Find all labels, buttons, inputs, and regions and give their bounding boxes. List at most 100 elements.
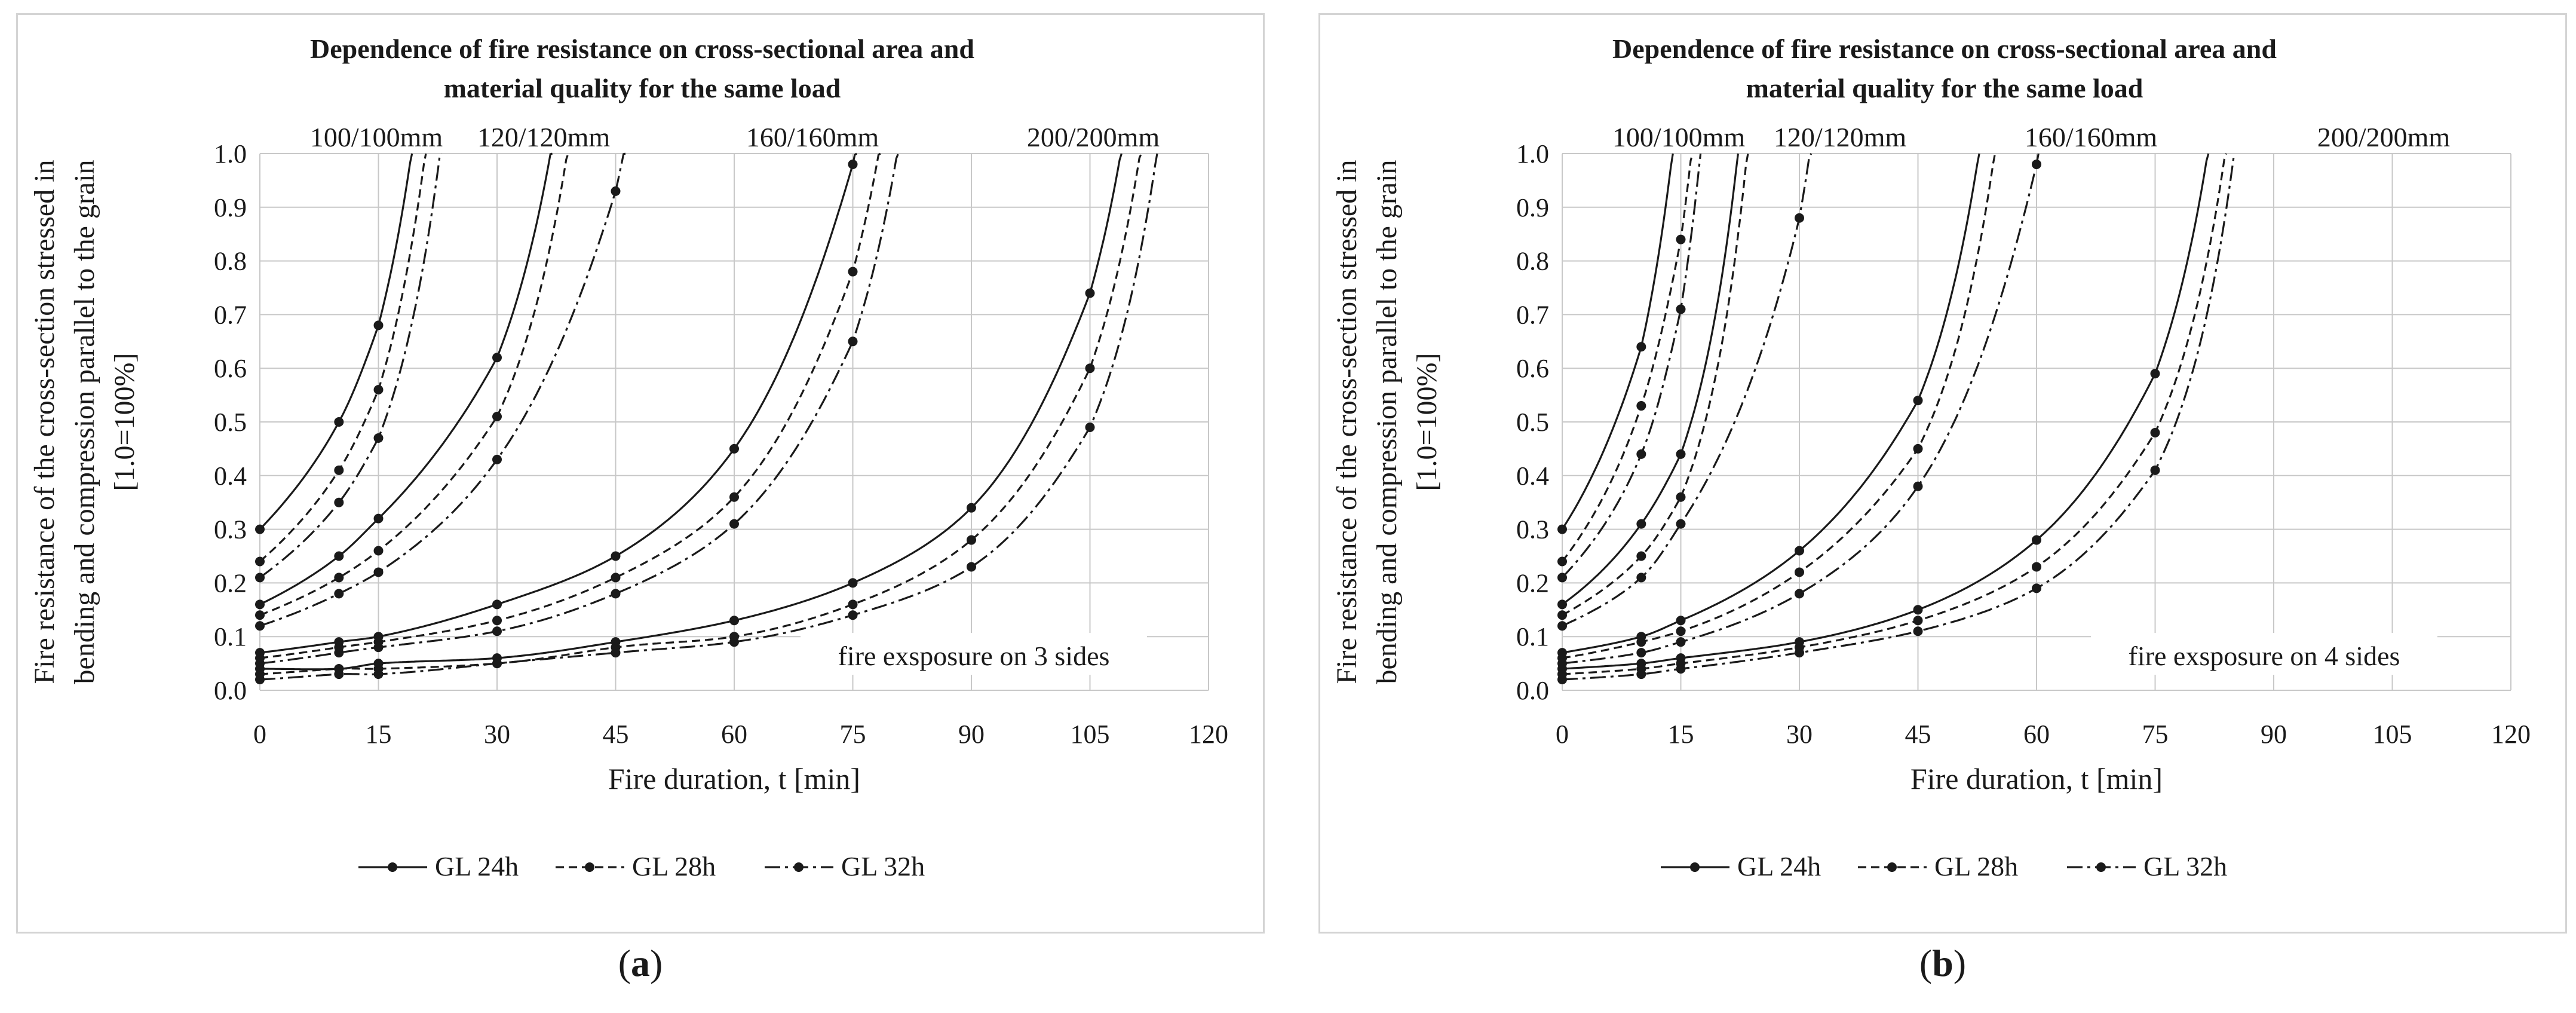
series-line-gl-32h-200-200mm bbox=[259, 153, 1158, 681]
chart-title-line-2: material quality for the same load bbox=[1746, 73, 2143, 103]
annotation-text: fire exsposure on 4 sides bbox=[2129, 641, 2400, 671]
series-line-gl-28h-200-200mm bbox=[259, 153, 1142, 675]
data-point bbox=[1795, 589, 1804, 599]
series-line-gl-28h-120-120mm bbox=[259, 153, 569, 616]
x-tick-label: 15 bbox=[366, 720, 392, 749]
y-tick-label: 0.9 bbox=[214, 193, 247, 222]
data-point bbox=[848, 599, 858, 610]
series-line-gl-28h-160-160mm bbox=[259, 152, 881, 659]
y-axis-label-line-1: Fire resistance of the cross-section str… bbox=[29, 160, 60, 684]
x-axis-label: Fire duration, t [min] bbox=[608, 762, 860, 795]
y-axis-label-line-2: bending and compression parallel to the … bbox=[1371, 160, 1403, 684]
series-line-gl-28h-120-120mm bbox=[1562, 153, 1749, 616]
data-point bbox=[334, 465, 344, 475]
y-tick-label: 0.5 bbox=[214, 408, 247, 437]
data-point bbox=[1557, 573, 1567, 583]
y-tick-label: 0.3 bbox=[1516, 515, 1549, 544]
data-point bbox=[2150, 465, 2160, 475]
data-point bbox=[492, 659, 502, 669]
section-label-160-160mm: 160/160mm bbox=[746, 122, 879, 152]
data-point bbox=[611, 551, 621, 561]
data-point bbox=[334, 417, 344, 427]
y-axis-label-line-1: Fire resistance of the cross-section str… bbox=[1331, 160, 1363, 684]
panel-label-b: (b) bbox=[1919, 942, 1967, 984]
data-point bbox=[373, 642, 384, 653]
data-point bbox=[373, 513, 384, 524]
data-point bbox=[255, 621, 265, 631]
series-line-gl-24h-120-120mm bbox=[259, 152, 553, 605]
data-point bbox=[1676, 492, 1686, 502]
data-point bbox=[1085, 422, 1095, 432]
legend-label: GL 24h bbox=[1737, 851, 1821, 882]
data-point bbox=[373, 669, 384, 680]
y-tick-label: 0.6 bbox=[214, 354, 247, 383]
data-point bbox=[1636, 669, 1646, 680]
data-point bbox=[1636, 519, 1646, 529]
data-point bbox=[1676, 449, 1686, 459]
y-tick-label: 0.0 bbox=[1516, 676, 1549, 705]
chart-title-line-1: Dependence of fire resistance on cross-s… bbox=[310, 33, 974, 64]
data-point bbox=[1636, 573, 1646, 583]
data-point bbox=[729, 616, 739, 626]
chart-title-line-1: Dependence of fire resistance on cross-s… bbox=[1612, 33, 2277, 64]
data-point bbox=[1085, 363, 1095, 374]
data-point bbox=[334, 669, 344, 680]
data-point bbox=[373, 385, 384, 395]
legend-label: GL 28h bbox=[1934, 851, 2018, 882]
series-line-gl-28h-100-100mm bbox=[1561, 153, 1694, 562]
x-tick-label: 75 bbox=[840, 720, 866, 749]
series-line-gl-32h-100-100mm bbox=[259, 152, 443, 579]
series-line-gl-32h-160-160mm bbox=[259, 153, 900, 665]
series-line-gl-28h-100-100mm bbox=[259, 153, 427, 562]
series-line-gl-28h-160-160mm bbox=[1562, 153, 1997, 659]
y-tick-label: 0.1 bbox=[214, 622, 247, 651]
chart-title-line-2: material quality for the same load bbox=[444, 73, 841, 103]
data-point bbox=[729, 637, 739, 647]
data-point bbox=[1676, 664, 1686, 674]
section-label-120-120mm: 120/120mm bbox=[477, 122, 611, 152]
data-point bbox=[373, 320, 384, 330]
data-point bbox=[334, 589, 344, 599]
data-point bbox=[492, 353, 502, 363]
data-point bbox=[492, 599, 502, 610]
data-point bbox=[492, 412, 502, 422]
legend-marker bbox=[388, 862, 397, 872]
x-tick-label: 30 bbox=[1786, 720, 1813, 749]
data-point bbox=[611, 589, 621, 599]
data-point bbox=[967, 535, 976, 545]
data-point bbox=[1676, 637, 1686, 647]
data-point bbox=[1557, 599, 1567, 610]
legend-marker bbox=[1887, 862, 1897, 872]
data-point bbox=[1636, 551, 1646, 561]
data-point bbox=[1676, 304, 1686, 314]
x-tick-label: 105 bbox=[1071, 720, 1110, 749]
series-line-gl-32h-120-120mm bbox=[259, 152, 626, 627]
data-point bbox=[1636, 401, 1646, 411]
section-label-160-160mm: 160/160mm bbox=[2025, 122, 2158, 152]
legend-label: GL 24h bbox=[435, 851, 519, 882]
y-tick-label: 0.8 bbox=[1516, 247, 1549, 276]
curves bbox=[1561, 153, 2235, 681]
legend-item-gl-32h: GL 32h bbox=[765, 851, 925, 882]
data-point bbox=[848, 267, 858, 277]
data-point bbox=[1913, 605, 1923, 615]
data-point bbox=[729, 492, 739, 502]
data-point bbox=[1913, 396, 1923, 406]
x-tick-label: 0 bbox=[253, 720, 266, 749]
x-tick-label: 90 bbox=[2261, 720, 2287, 749]
y-tick-label: 1.0 bbox=[214, 139, 247, 169]
data-point bbox=[492, 616, 502, 626]
data-point bbox=[255, 573, 265, 583]
annotation-box bbox=[2091, 633, 2437, 675]
y-tick-label: 0.9 bbox=[1516, 193, 1549, 222]
legend-label: GL 32h bbox=[841, 851, 925, 882]
x-tick-label: 75 bbox=[2142, 720, 2169, 749]
x-tick-label: 0 bbox=[1556, 720, 1569, 749]
x-tick-label: 15 bbox=[1668, 720, 1694, 749]
data-points bbox=[255, 159, 1095, 685]
series-line-gl-24h-100-100mm bbox=[1561, 153, 1674, 530]
data-point bbox=[1557, 621, 1567, 631]
data-point bbox=[1557, 610, 1567, 620]
data-point bbox=[334, 648, 344, 658]
data-point bbox=[1795, 648, 1804, 658]
